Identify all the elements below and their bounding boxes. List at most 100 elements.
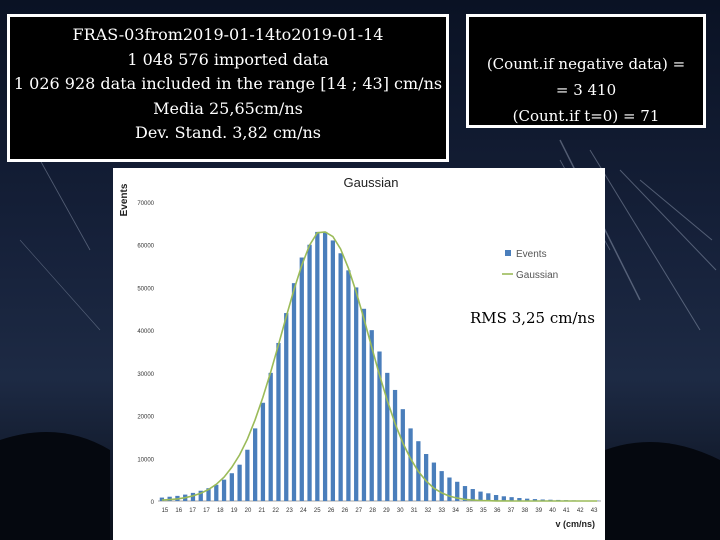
bar — [338, 253, 343, 501]
x-axis-label: v (cm/ns) — [555, 519, 595, 529]
x-tick-label: 26 — [342, 508, 349, 514]
gaussian-line — [161, 231, 598, 502]
x-tick-label: 21 — [258, 508, 265, 514]
y-tick-label: 20000 — [137, 415, 154, 421]
bar — [501, 496, 506, 501]
y-tick-label: 30000 — [137, 372, 154, 378]
x-tick-label: 19 — [231, 508, 238, 514]
x-tick-label: 38 — [522, 508, 529, 514]
bar — [198, 490, 203, 501]
bar — [361, 308, 367, 501]
bar — [423, 454, 429, 501]
x-tick-label: 22 — [272, 508, 279, 514]
bar — [408, 428, 413, 501]
x-tick-label: 18 — [217, 508, 224, 514]
bar — [315, 231, 320, 501]
bar — [509, 497, 514, 501]
x-tick-label: 40 — [549, 508, 556, 514]
x-tick-label: 28 — [369, 508, 376, 514]
bar — [447, 477, 452, 501]
bar — [532, 499, 538, 501]
y-tick-label: 60000 — [137, 244, 154, 250]
x-tick-label: 25 — [314, 508, 321, 514]
x-tick-label: 35 — [480, 508, 487, 514]
x-tick-label: 32 — [425, 508, 432, 514]
x-tick-label: 35 — [466, 508, 473, 514]
bar — [354, 287, 359, 501]
x-tick-label: 34 — [452, 508, 459, 514]
y-tick-label: 70000 — [137, 201, 154, 207]
bar — [260, 402, 266, 501]
x-tick-label: 36 — [494, 508, 501, 514]
bar — [346, 270, 351, 501]
statistics-summary-box: FRAS-03from2019-01-14to2019-01-14 1 048 … — [7, 14, 449, 162]
rms-annotation: RMS 3,25 cm/ns — [470, 309, 595, 327]
chart-title: Gaussian — [344, 175, 399, 190]
bar — [159, 497, 165, 501]
x-tick-label: 37 — [508, 508, 515, 514]
y-tick-label: 10000 — [137, 457, 154, 463]
count-summary-box: (Count.if negative data) = = 3 410 (Coun… — [466, 14, 706, 128]
bar — [400, 409, 405, 501]
stats-title: FRAS-03from2019-01-14to2019-01-14 — [72, 25, 384, 44]
bar — [478, 491, 483, 501]
y-axis-label: Events — [119, 183, 130, 216]
bar — [330, 240, 336, 501]
stats-imported-count: 1 048 576 imported data — [127, 49, 329, 69]
count-negative-label: (Count.if negative data) = — [486, 55, 686, 73]
bar — [190, 492, 196, 501]
bar — [291, 283, 297, 501]
bar — [268, 372, 273, 501]
chart-panel: Gaussian Events 0 10000 20000 30000 40000 50000… — [113, 168, 605, 540]
x-tick-label: 20 — [245, 508, 252, 514]
count-zero-label: (Count.if t=0) = 71 — [512, 107, 660, 125]
x-tick-label: 42 — [577, 508, 584, 514]
bar — [517, 498, 522, 501]
stats-std-dev: Dev. Stand. 3,82 cm/ns — [134, 123, 321, 142]
bar — [276, 342, 281, 501]
x-tick-label: 41 — [563, 508, 570, 514]
histogram-chart: Gaussian Events 0 10000 20000 30000 40000 50000… — [119, 175, 601, 529]
bar — [237, 464, 242, 501]
x-tick-label: 23 — [286, 508, 293, 514]
bar — [206, 488, 211, 501]
x-tick-label: 43 — [591, 508, 598, 514]
bar — [221, 479, 227, 501]
x-tick-label: 24 — [300, 508, 307, 514]
x-tick-label: 17 — [203, 508, 210, 514]
bar — [385, 372, 390, 501]
legend-label-events: Events — [516, 249, 547, 260]
bar — [455, 481, 460, 501]
count-negative-value: = 3 410 — [555, 81, 617, 99]
bar — [253, 428, 258, 501]
x-tick-label: 16 — [175, 508, 182, 514]
bar — [525, 498, 530, 501]
bar — [284, 313, 289, 501]
stats-range-count: 1 026 928 data included in the range [14… — [13, 74, 443, 93]
bar — [245, 449, 250, 501]
bar — [431, 462, 437, 501]
x-tick-label: 26 — [328, 508, 335, 514]
x-tick-label: 17 — [189, 508, 196, 514]
x-tick-label: 30 — [397, 508, 404, 514]
y-tick-label: 50000 — [137, 286, 154, 292]
bar — [377, 351, 382, 501]
bar — [392, 389, 398, 501]
bar — [299, 257, 304, 501]
stats-mean: Media 25,65cm/ns — [153, 98, 303, 118]
bar — [493, 495, 499, 501]
bar — [470, 489, 475, 501]
x-tick-label: 31 — [411, 508, 418, 514]
x-tick-label: 39 — [535, 508, 542, 514]
x-tick-label: 33 — [438, 508, 445, 514]
y-tick-label: 40000 — [137, 329, 154, 335]
bar — [462, 486, 468, 501]
x-tick-label: 15 — [162, 508, 169, 514]
legend-swatch-events — [505, 250, 511, 256]
bar — [307, 244, 312, 501]
legend-label-gaussian: Gaussian — [516, 270, 558, 281]
x-tick-label: 29 — [383, 508, 390, 514]
y-tick-label: 0 — [151, 500, 155, 506]
bar — [439, 471, 444, 501]
bar — [214, 484, 219, 501]
